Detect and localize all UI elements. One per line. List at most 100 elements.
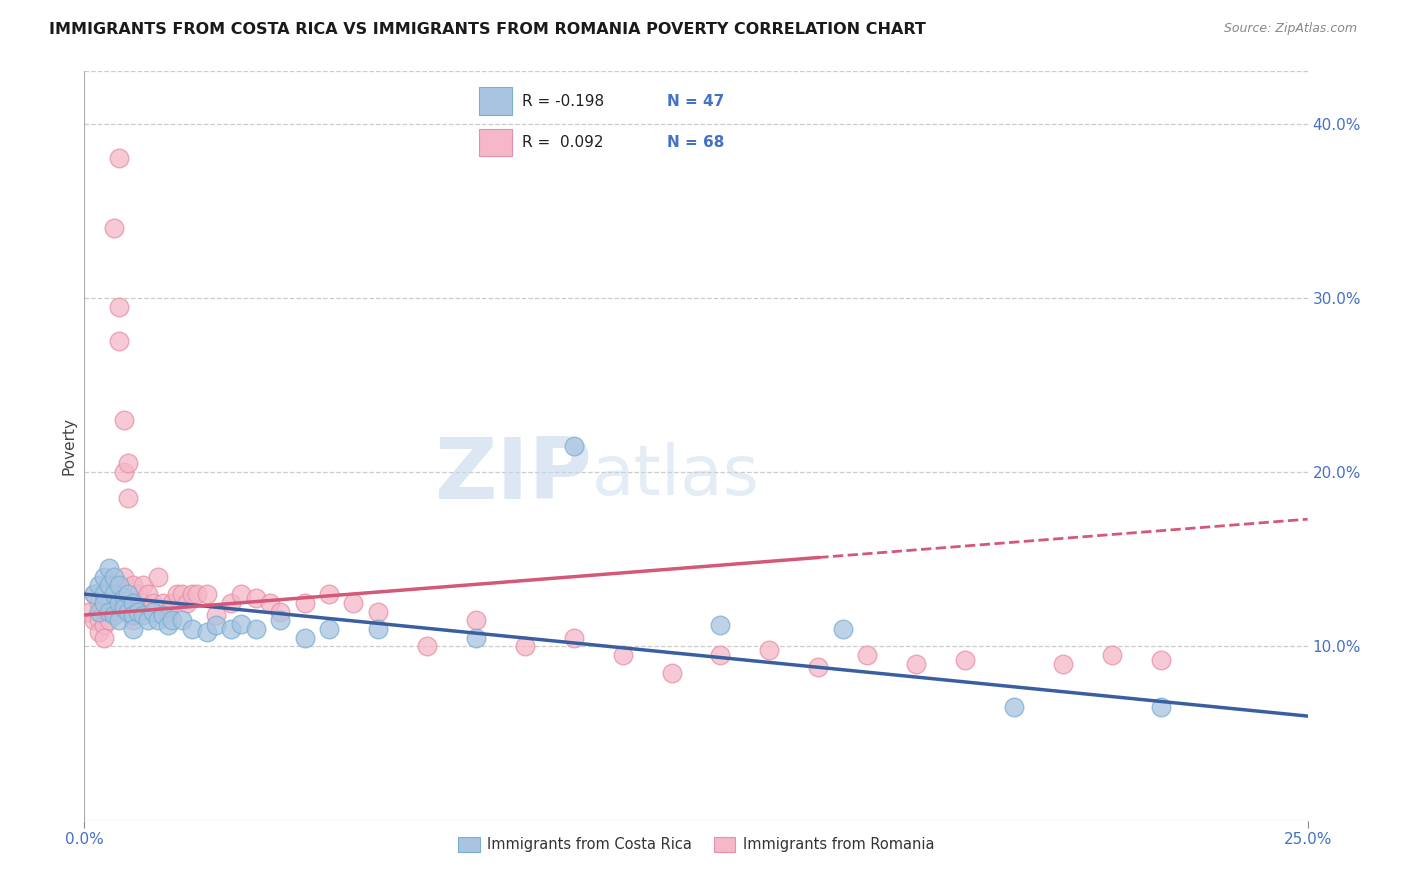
Point (953, 653, 976, 667)
Point (195, 587, 218, 601)
Point (117, 587, 139, 601)
Point (93, 587, 115, 601)
Point (166, 587, 188, 601)
Point (318, 587, 340, 601)
Point (205, 607, 228, 622)
Point (132, 596, 155, 610)
Point (186, 587, 208, 601)
Point (132, 607, 155, 622)
Point (1052, 657, 1074, 671)
Point (122, 613, 145, 627)
Point (142, 596, 165, 610)
Point (172, 587, 194, 601)
Point (294, 631, 316, 645)
Point (93, 631, 115, 645)
Point (127, 605, 149, 619)
Point (103, 570, 125, 584)
Legend: Immigrants from Costa Rica, Immigrants from Romania: Immigrants from Costa Rica, Immigrants f… (451, 831, 941, 858)
Point (612, 648, 634, 662)
Point (122, 596, 145, 610)
Point (152, 607, 174, 622)
Point (112, 465, 135, 479)
Point (103, 221, 125, 235)
Point (831, 622, 853, 636)
Point (117, 457, 139, 471)
Point (122, 622, 145, 636)
Point (176, 596, 198, 610)
Point (367, 622, 389, 636)
Point (97, 578, 120, 592)
Point (127, 605, 149, 619)
Point (112, 591, 135, 605)
Point (229, 587, 252, 601)
Point (112, 601, 135, 615)
Y-axis label: Poverty: Poverty (60, 417, 76, 475)
Point (146, 613, 169, 627)
Point (97, 561, 120, 575)
Point (87, 596, 110, 610)
Point (103, 605, 125, 619)
Point (93, 587, 115, 601)
Text: Source: ZipAtlas.com: Source: ZipAtlas.com (1223, 22, 1357, 36)
Point (117, 605, 139, 619)
Point (97, 605, 120, 619)
Text: atlas: atlas (592, 442, 759, 509)
Point (107, 334, 129, 349)
Point (77, 605, 100, 619)
Point (181, 587, 204, 601)
Point (97, 578, 120, 592)
Point (127, 587, 149, 601)
Point (87, 605, 110, 619)
Point (103, 587, 125, 601)
Point (93, 605, 115, 619)
Point (181, 622, 204, 636)
Point (156, 618, 179, 632)
Text: ZIP: ZIP (434, 434, 592, 517)
Point (513, 640, 536, 654)
Point (709, 648, 731, 662)
Point (107, 152, 129, 166)
Point (661, 665, 683, 680)
Point (562, 439, 585, 453)
Point (259, 596, 281, 610)
Point (856, 648, 879, 662)
Point (117, 491, 139, 506)
Point (905, 657, 928, 671)
Point (136, 587, 159, 601)
Point (142, 605, 165, 619)
Point (172, 613, 194, 627)
Point (205, 618, 228, 632)
Point (122, 596, 145, 610)
Point (107, 613, 129, 627)
Point (103, 587, 125, 601)
Point (219, 622, 242, 636)
Point (83, 587, 105, 601)
Point (219, 596, 242, 610)
Point (269, 613, 291, 627)
Point (162, 613, 184, 627)
Point (122, 607, 145, 622)
Point (758, 643, 780, 657)
Point (112, 570, 135, 584)
Point (132, 578, 155, 592)
Point (1101, 648, 1123, 662)
Point (156, 605, 179, 619)
Point (464, 613, 486, 627)
Point (1002, 700, 1025, 714)
Point (107, 300, 129, 314)
Point (229, 616, 252, 631)
Point (318, 622, 340, 636)
Point (97, 596, 120, 610)
Point (152, 596, 174, 610)
Point (93, 596, 115, 610)
Point (245, 591, 267, 605)
Point (342, 596, 364, 610)
Point (162, 596, 184, 610)
Point (367, 605, 389, 619)
Point (245, 622, 267, 636)
Point (93, 570, 115, 584)
Point (97, 613, 120, 627)
Point (87, 625, 110, 640)
Point (195, 625, 218, 640)
Point (136, 613, 159, 627)
